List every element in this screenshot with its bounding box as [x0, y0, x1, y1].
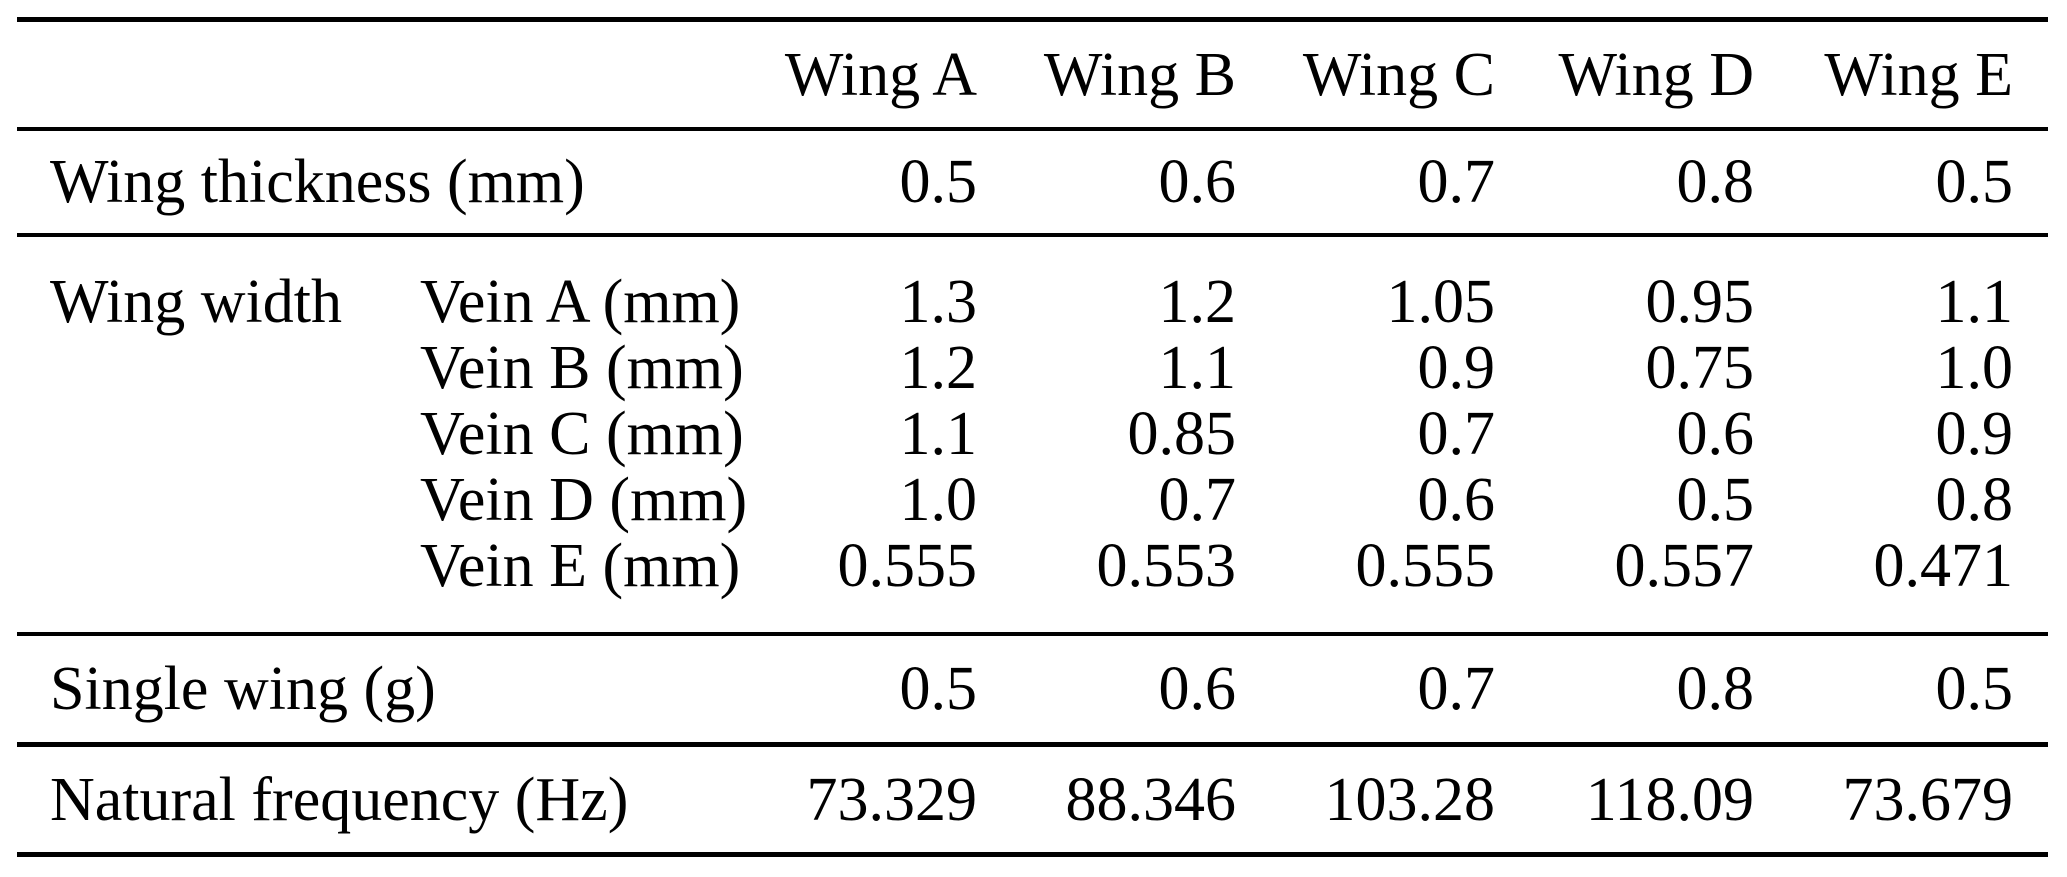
vein-d-value-e: 0.8 — [1935, 466, 2014, 534]
vein-a-label: Vein A (mm) — [420, 268, 741, 336]
vein-d-value-a: 1.0 — [899, 466, 978, 534]
vein-b-value-b: 1.1 — [1158, 334, 1237, 402]
natural-frequency-value-e: 73.679 — [1842, 765, 2014, 834]
vein-d-value-b: 0.7 — [1158, 466, 1237, 534]
column-header-wing-c: Wing C — [1302, 40, 1495, 109]
wing-width-bottom-rule — [17, 632, 2048, 636]
single-wing-value-a: 0.5 — [899, 655, 978, 723]
wing-thickness-value-d: 0.8 — [1676, 148, 1755, 216]
natural-frequency-value-c: 103.28 — [1324, 765, 1496, 834]
natural-frequency-value-a: 73.329 — [806, 765, 978, 834]
column-header-wing-d: Wing D — [1558, 40, 1754, 109]
vein-b-value-e: 1.0 — [1935, 334, 2014, 402]
vein-e-value-c: 0.555 — [1355, 532, 1496, 600]
wing-thickness-value-b: 0.6 — [1158, 148, 1237, 216]
single-wing-value-b: 0.6 — [1158, 655, 1237, 723]
vein-c-value-e: 0.9 — [1935, 400, 2014, 468]
vein-a-value-c: 1.05 — [1386, 268, 1496, 336]
natural-frequency-value-b: 88.346 — [1065, 765, 1237, 834]
single-wing-bottom-rule — [17, 742, 2048, 747]
wing-thickness-row: Wing thickness (mm) 0.5 0.6 0.7 0.8 0.5 — [0, 131, 2067, 233]
wing-thickness-value-c: 0.7 — [1417, 148, 1496, 216]
vein-b-value-a: 1.2 — [899, 334, 978, 402]
column-header-wing-a: Wing A — [784, 40, 977, 109]
vein-b-label: Vein B (mm) — [420, 334, 744, 402]
natural-frequency-label: Natural frequency (Hz) — [50, 765, 629, 834]
thickness-bottom-rule — [17, 233, 2048, 237]
vein-c-row: Vein C (mm) 1.1 0.85 0.7 0.6 0.9 — [0, 401, 2067, 467]
wing-thickness-label: Wing thickness (mm) — [50, 148, 585, 216]
vein-e-value-d: 0.557 — [1614, 532, 1755, 600]
single-wing-row: Single wing (g) 0.5 0.6 0.7 0.8 0.5 — [0, 636, 2067, 742]
vein-b-row: Vein B (mm) 1.2 1.1 0.9 0.75 1.0 — [0, 335, 2067, 401]
wing-width-group-label: Wing width — [50, 268, 342, 336]
vein-c-label: Vein C (mm) — [420, 400, 744, 468]
vein-c-value-b: 0.85 — [1127, 400, 1237, 468]
vein-d-value-c: 0.6 — [1417, 466, 1496, 534]
vein-d-row: Vein D (mm) 1.0 0.7 0.6 0.5 0.8 — [0, 467, 2067, 533]
column-header-wing-e: Wing E — [1824, 40, 2013, 109]
header-bottom-rule — [17, 127, 2048, 131]
wing-width-section: Wing width Vein A (mm) 1.3 1.2 1.05 0.95… — [0, 237, 2067, 632]
vein-e-value-e: 0.471 — [1873, 532, 2014, 600]
column-header-wing-b: Wing B — [1043, 40, 1236, 109]
vein-c-value-a: 1.1 — [899, 400, 978, 468]
vein-c-value-d: 0.6 — [1676, 400, 1755, 468]
vein-d-label: Vein D (mm) — [420, 466, 748, 534]
vein-b-value-d: 0.75 — [1645, 334, 1755, 402]
natural-frequency-value-d: 118.09 — [1585, 765, 1754, 834]
vein-a-row: Wing width Vein A (mm) 1.3 1.2 1.05 0.95… — [0, 269, 2067, 335]
table-top-rule — [17, 17, 2048, 22]
vein-a-value-d: 0.95 — [1645, 268, 1755, 336]
vein-a-value-e: 1.1 — [1935, 268, 2014, 336]
single-wing-value-c: 0.7 — [1417, 655, 1496, 723]
vein-d-value-d: 0.5 — [1676, 466, 1755, 534]
vein-e-label: Vein E (mm) — [420, 532, 741, 600]
single-wing-value-d: 0.8 — [1676, 655, 1755, 723]
vein-a-value-a: 1.3 — [899, 268, 978, 336]
vein-e-value-a: 0.555 — [837, 532, 978, 600]
vein-b-value-c: 0.9 — [1417, 334, 1496, 402]
vein-a-value-b: 1.2 — [1158, 268, 1237, 336]
wing-thickness-value-a: 0.5 — [899, 148, 978, 216]
wing-thickness-value-e: 0.5 — [1935, 148, 2014, 216]
natural-frequency-row: Natural frequency (Hz) 73.329 88.346 103… — [0, 747, 2067, 852]
single-wing-label: Single wing (g) — [50, 655, 436, 723]
vein-e-value-b: 0.553 — [1096, 532, 1237, 600]
top-margin — [0, 0, 2067, 17]
table-bottom-rule — [17, 852, 2048, 857]
single-wing-value-e: 0.5 — [1935, 655, 2014, 723]
header-row: Wing A Wing B Wing C Wing D Wing E — [0, 22, 2067, 127]
vein-e-row: Vein E (mm) 0.555 0.553 0.555 0.557 0.47… — [0, 533, 2067, 599]
vein-c-value-c: 0.7 — [1417, 400, 1496, 468]
